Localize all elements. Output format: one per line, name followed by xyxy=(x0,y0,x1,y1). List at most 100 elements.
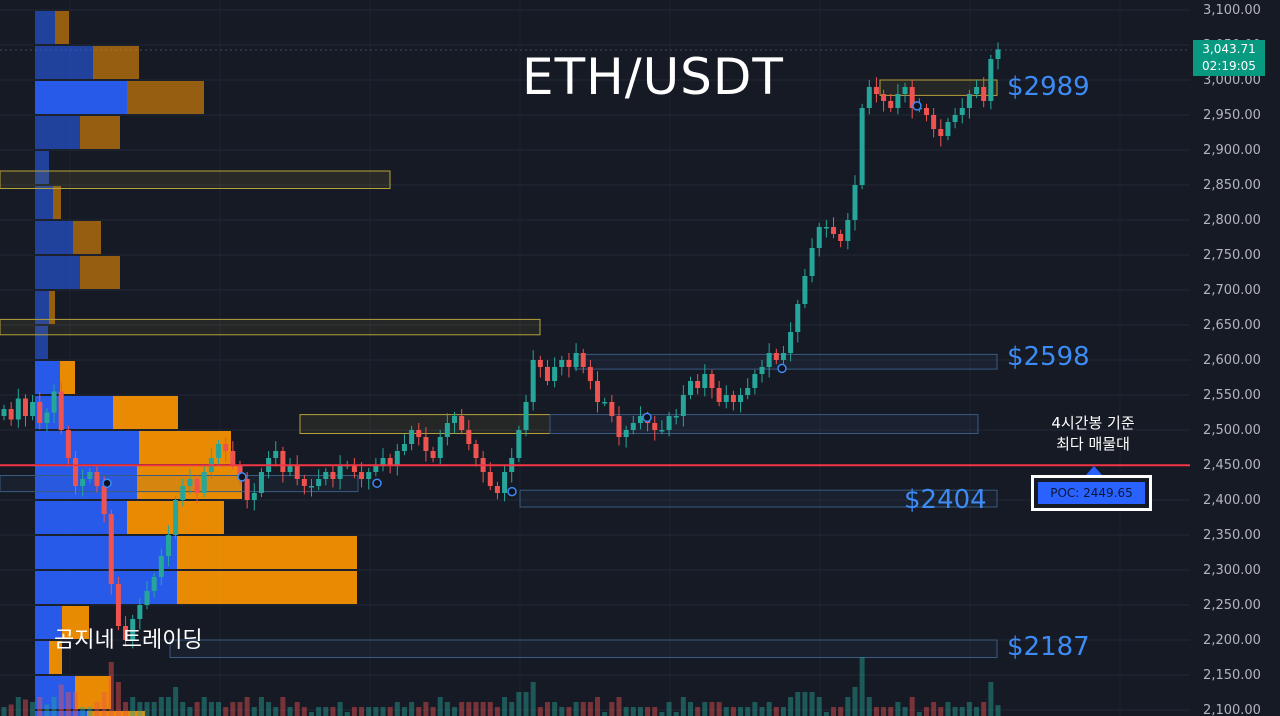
price-zone xyxy=(299,414,551,435)
volume-bar xyxy=(780,707,786,716)
volume-bar xyxy=(58,684,64,716)
y-tick-label: 2,600.00 xyxy=(1203,353,1261,368)
volume-bar xyxy=(766,702,772,716)
candle-body xyxy=(716,388,722,402)
candle-body xyxy=(895,94,901,108)
volume-bar xyxy=(738,707,744,716)
candle-body xyxy=(244,479,250,500)
volume-profile-sell-bar xyxy=(177,536,357,569)
candle-body xyxy=(409,430,415,444)
candle-body xyxy=(30,402,36,416)
candle-body xyxy=(573,353,579,367)
candle-body xyxy=(580,353,586,367)
volume-bar xyxy=(895,702,901,716)
volume-bar xyxy=(244,697,250,716)
level-label-2989: $2989 xyxy=(1007,72,1090,102)
candle-body xyxy=(995,49,1001,59)
candle-body xyxy=(8,409,14,420)
candle-body xyxy=(623,430,629,437)
y-tick-label: 2,250.00 xyxy=(1203,598,1261,613)
volume-bar xyxy=(258,697,264,716)
price-zone xyxy=(169,639,998,658)
candle-body xyxy=(616,416,622,437)
volume-bar xyxy=(552,702,558,716)
candle-body xyxy=(237,465,243,479)
volume-bar xyxy=(444,702,450,716)
candle-body xyxy=(294,465,300,479)
signal-marker xyxy=(372,478,382,488)
volume-bar xyxy=(995,705,1001,716)
volume-bar xyxy=(137,702,143,716)
candle-body xyxy=(709,374,715,388)
candle-body xyxy=(444,423,450,437)
candle-body xyxy=(773,353,779,360)
volume-bar xyxy=(165,697,171,716)
volume-profile-buy-bar xyxy=(35,151,49,184)
y-tick-label: 2,350.00 xyxy=(1203,528,1261,543)
candle-body xyxy=(673,416,679,418)
candle-body xyxy=(552,367,558,381)
volume-profile-buy-bar xyxy=(35,676,75,709)
chart-title: ETH/USDT xyxy=(522,48,784,106)
volume-bar xyxy=(902,707,908,716)
volume-bar xyxy=(280,697,286,716)
candle-body xyxy=(430,451,436,458)
volume-profile-buy-bar xyxy=(35,431,139,464)
volume-bar xyxy=(359,707,365,716)
volume-bar xyxy=(730,707,736,716)
y-tick-label: 2,100.00 xyxy=(1203,703,1261,716)
candle-body xyxy=(251,493,257,500)
volume-bar xyxy=(981,702,987,716)
volume-bar xyxy=(180,702,186,716)
volume-bar xyxy=(487,702,493,716)
y-tick-label: 2,550.00 xyxy=(1203,388,1261,403)
price-zone xyxy=(0,318,541,336)
volume-bar xyxy=(809,692,815,716)
level-label-2404: $2404 xyxy=(904,485,987,515)
volume-bar xyxy=(366,707,372,716)
volume-profile-sell-bar xyxy=(139,431,231,464)
candle-body xyxy=(308,486,314,488)
level-label-2187: $2187 xyxy=(1007,632,1090,662)
y-tick-label: 2,450.00 xyxy=(1203,458,1261,473)
candle-body xyxy=(852,185,858,220)
volume-profile-sell-bar xyxy=(80,256,120,289)
volume-profile-buy-bar xyxy=(35,326,48,359)
candle-body xyxy=(845,220,851,241)
volume-bar xyxy=(637,707,643,716)
volume-bar xyxy=(974,707,980,716)
volume-bar xyxy=(294,702,300,716)
volume-profile-buy-bar xyxy=(35,116,80,149)
volume-bar xyxy=(251,707,257,716)
candle-body xyxy=(952,115,958,122)
volume-bar xyxy=(201,697,207,716)
volume-bar xyxy=(73,692,79,716)
volume-bar xyxy=(645,707,651,716)
volume-bar xyxy=(544,702,550,716)
candle-body xyxy=(780,353,786,360)
poc-label: POC: 2449.65 xyxy=(1038,482,1145,504)
volume-profile-buy-bar xyxy=(35,466,137,499)
volume-bar xyxy=(151,702,157,716)
candle-body xyxy=(301,479,307,486)
candle-body xyxy=(723,395,729,402)
candle-body xyxy=(44,412,50,423)
y-tick-label: 2,650.00 xyxy=(1203,318,1261,333)
candle-body xyxy=(87,472,93,479)
candle-body xyxy=(323,472,329,479)
y-tick-label: 2,700.00 xyxy=(1203,283,1261,298)
candle-body xyxy=(730,395,736,402)
volume-profile-sell-bar xyxy=(62,606,89,639)
candle-body xyxy=(316,479,322,486)
volume-bar xyxy=(852,687,858,716)
volume-bar xyxy=(330,707,336,716)
volume-bar xyxy=(144,702,150,716)
volume-profile-sell-bar xyxy=(60,361,75,394)
candle-body xyxy=(37,402,43,423)
volume-bar xyxy=(709,702,715,716)
candle-body xyxy=(795,304,801,332)
volume-bar xyxy=(8,704,14,716)
candle-body xyxy=(258,472,264,493)
volume-bar xyxy=(459,702,465,716)
volume-bar xyxy=(494,707,500,716)
